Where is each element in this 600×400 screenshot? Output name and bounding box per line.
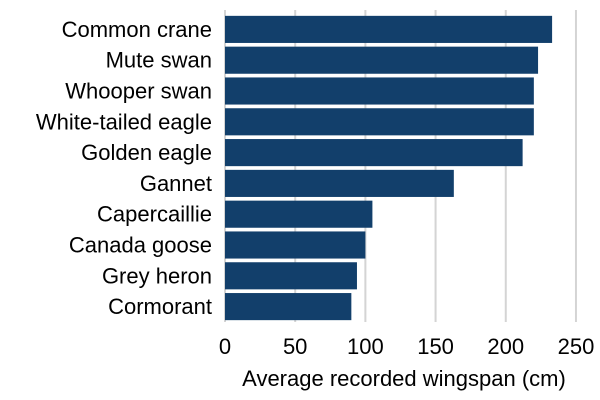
category-label-gannet: Gannet: [140, 171, 212, 196]
bar-common-crane: [225, 15, 553, 43]
category-label-golden-eagle: Golden eagle: [81, 140, 212, 165]
x-tick-label-0: 0: [219, 334, 231, 359]
x-tick-label-150: 150: [417, 334, 454, 359]
bar-white-tailed-eagle: [225, 108, 534, 136]
category-label-canada-goose: Canada goose: [69, 233, 212, 258]
x-tick-label-100: 100: [347, 334, 384, 359]
bar-golden-eagle: [225, 139, 523, 167]
x-tick-label-200: 200: [487, 334, 524, 359]
category-label-mute-swan: Mute swan: [106, 48, 212, 73]
bar-gannet: [225, 169, 454, 197]
x-tick-label-50: 50: [283, 334, 307, 359]
category-label-grey-heron: Grey heron: [102, 263, 212, 288]
bar-cormorant: [225, 293, 352, 321]
x-tick-labels: 0 50 100 150 200 250: [219, 334, 594, 359]
category-label-whooper-swan: Whooper swan: [65, 79, 212, 104]
bar-canada-goose: [225, 231, 366, 259]
category-label-common-crane: Common crane: [62, 17, 212, 42]
category-labels: Common crane Mute swan Whooper swan White-t…: [36, 17, 212, 319]
category-label-capercaillie: Capercaillie: [97, 202, 212, 227]
x-tick-label-250: 250: [558, 334, 595, 359]
bars: [225, 15, 553, 321]
category-label-white-tailed-eagle: White-tailed eagle: [36, 109, 212, 134]
x-axis-title: Average recorded wingspan (cm): [242, 366, 566, 391]
bar-capercaillie: [225, 200, 373, 228]
bar-mute-swan: [225, 46, 539, 74]
category-label-cormorant: Cormorant: [108, 294, 212, 319]
bar-whooper-swan: [225, 77, 534, 105]
bar-grey-heron: [225, 262, 357, 290]
